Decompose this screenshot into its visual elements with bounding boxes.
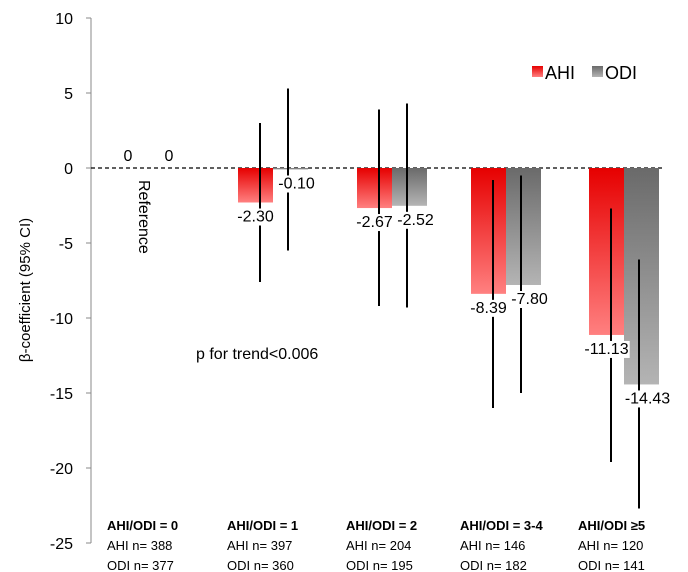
legend: AHI ODI: [532, 63, 637, 83]
value-label-ahi: -8.39: [470, 300, 507, 317]
bar-ahi: [589, 168, 624, 335]
value-label-odi: 0: [165, 148, 174, 165]
y-tick-label: -25: [50, 536, 73, 553]
n-label-ahi: AHI n= 120: [578, 538, 643, 553]
value-label-odi: -2.52: [397, 212, 434, 229]
y-axis: 10 5 0 -5 -10 -15 -20 -25: [50, 11, 92, 553]
legend-label-ahi: AHI: [545, 63, 575, 83]
bar-odi: [392, 168, 427, 206]
n-label-odi: ODI n= 377: [107, 558, 174, 572]
y-tick-label: -5: [59, 236, 73, 253]
value-labels: 0 0 -2.30-0.10 -2.67 -2.52 -8.39-7.80 -11.13 -1…: [124, 148, 672, 408]
y-tick-label: 0: [64, 161, 73, 178]
value-label-background: [236, 208, 275, 226]
n-label-ahi: AHI n= 397: [227, 538, 292, 553]
value-label-ahi: -2.67: [356, 214, 393, 231]
n-label-odi: ODI n= 360: [227, 558, 294, 572]
bar-odi: [273, 168, 308, 170]
value-label-background: [510, 291, 549, 308]
value-label-ahi: 0: [124, 148, 133, 165]
n-label-odi: ODI n= 182: [460, 558, 527, 572]
y-tick-label: -20: [50, 461, 73, 478]
y-axis-label: β-coefficient (95% CI): [17, 218, 34, 362]
trend-annotation: p for trend<0.006: [196, 346, 318, 363]
category-label: AHI/ODI = 1: [227, 518, 298, 533]
n-label-odi: ODI n= 141: [578, 558, 645, 572]
category-label: AHI/ODI = 3-4: [460, 518, 543, 533]
value-label-background: [355, 214, 394, 232]
value-label-background: [469, 299, 508, 317]
value-label-ahi: -11.13: [584, 341, 628, 358]
y-tick-label: -10: [50, 311, 73, 328]
n-label-ahi: AHI n= 204: [346, 538, 411, 553]
legend-swatch-ahi: [532, 66, 543, 77]
bar-ahi: [238, 168, 273, 203]
value-label-odi: -0.10: [278, 176, 315, 193]
bars: [238, 168, 659, 385]
value-label-background: [623, 390, 672, 408]
n-label-ahi: AHI n= 388: [107, 538, 172, 553]
value-label-background: [396, 211, 435, 229]
category-label: AHI/ODI = 2: [346, 518, 417, 533]
y-tick-label: -15: [50, 386, 73, 403]
bar-odi: [624, 168, 659, 385]
category-label: AHI/ODI ≥5: [578, 518, 645, 533]
value-label-background: [277, 175, 316, 193]
bar-ahi: [357, 168, 392, 209]
legend-swatch-odi: [592, 66, 603, 77]
reference-annotation: Reference: [135, 180, 152, 254]
value-label-odi: -7.80: [511, 291, 548, 308]
category-label: AHI/ODI = 0: [107, 518, 178, 533]
bar-odi: [506, 168, 541, 285]
bar-ahi: [471, 168, 506, 294]
legend-label-odi: ODI: [605, 63, 637, 83]
y-tick-label: 5: [64, 86, 73, 103]
y-tick-label: 10: [55, 11, 73, 28]
n-label-ahi: AHI n= 146: [460, 538, 525, 553]
error-bars: [259, 88, 640, 509]
category-labels: AHI/ODI = 0 AHI n= 388 ODI n= 377 AHI/ODI =…: [107, 518, 645, 572]
value-label-odi: -14.43: [625, 390, 670, 407]
value-label-ahi: -2.30: [237, 209, 274, 226]
n-label-odi: ODI n= 195: [346, 558, 413, 572]
value-label-background: [583, 340, 630, 358]
